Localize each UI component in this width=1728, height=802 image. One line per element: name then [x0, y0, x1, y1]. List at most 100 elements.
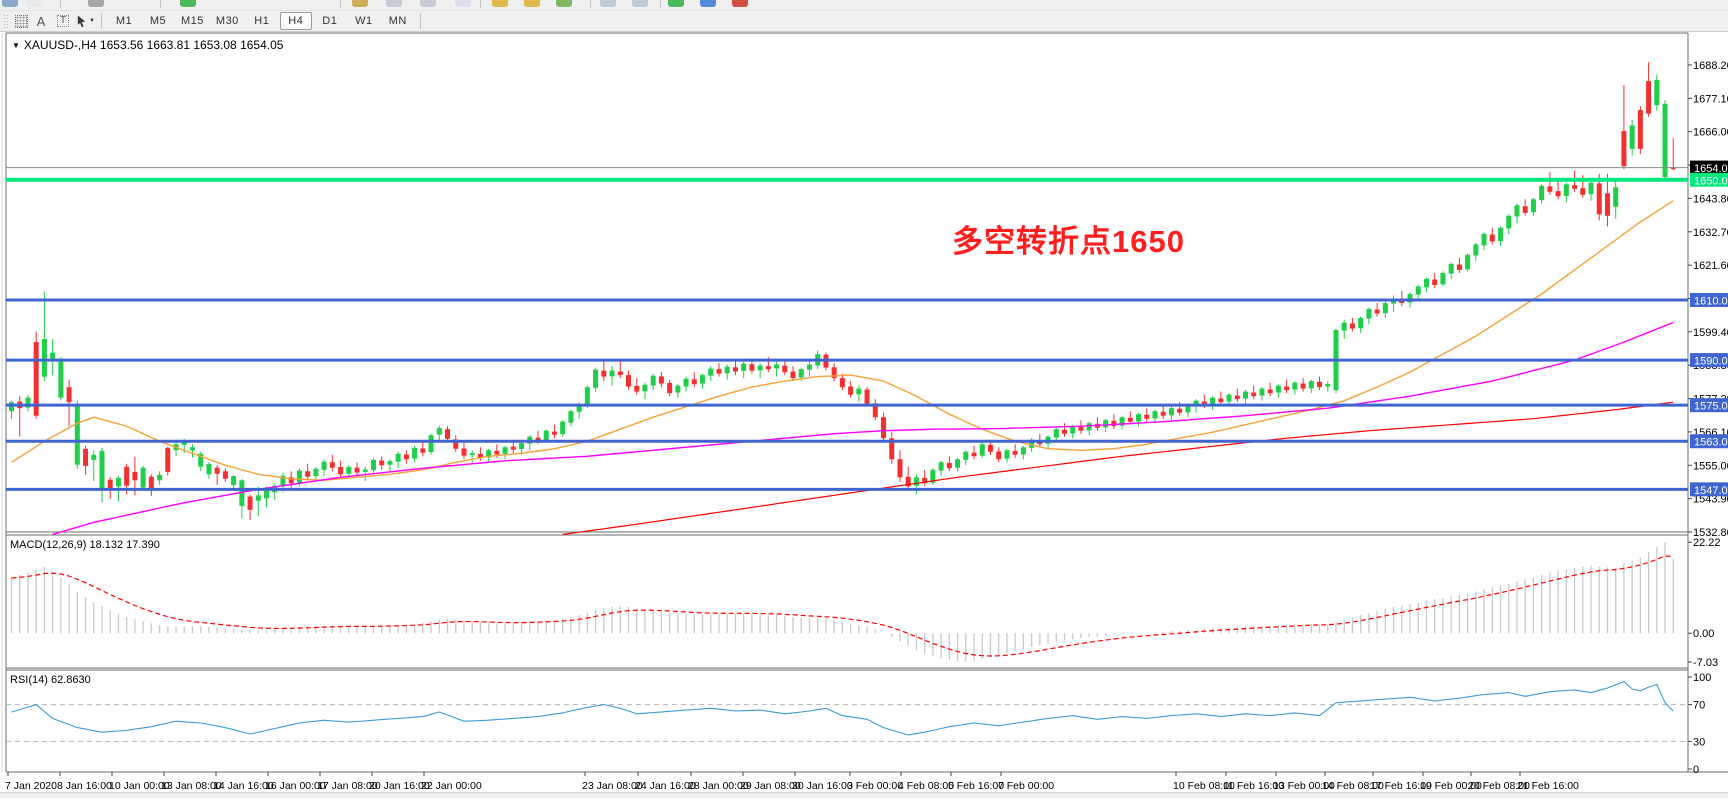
toolbar-icon[interactable] — [352, 0, 368, 7]
chart-svg[interactable]: 1532.801543.901555.001566.101577.201588.… — [0, 32, 1728, 797]
toolbar-separator — [590, 0, 591, 8]
svg-text:28 Jan 00:00: 28 Jan 00:00 — [688, 780, 749, 792]
svg-text:0.00: 0.00 — [1693, 628, 1714, 640]
svg-text:1643.80: 1643.80 — [1693, 193, 1728, 205]
svg-text:30: 30 — [1693, 736, 1705, 748]
svg-text:1621.60: 1621.60 — [1693, 260, 1728, 272]
toolbar-separator — [480, 0, 481, 8]
toolbar-icon[interactable] — [180, 0, 196, 7]
toolbar-icon[interactable] — [524, 0, 540, 7]
svg-text:5 Feb 16:00: 5 Feb 16:00 — [948, 780, 1004, 792]
svg-text:17 Feb 16:00: 17 Feb 16:00 — [1370, 780, 1432, 792]
cursor-arrow-icon[interactable]: ▼ — [75, 13, 95, 29]
toolbar-icon[interactable] — [26, 0, 42, 7]
tf-button-M30[interactable]: M30 — [215, 15, 239, 27]
tf-button-M5[interactable]: M5 — [149, 15, 167, 27]
svg-text:70: 70 — [1693, 700, 1705, 712]
chart-dropdown-icon[interactable]: ▼ — [12, 41, 20, 50]
svg-text:1543.90: 1543.90 — [1693, 494, 1728, 506]
svg-text:-7.03: -7.03 — [1693, 657, 1718, 669]
macd-indicator-label: MACD(12,26,9) 18.132 17.390 — [10, 539, 160, 551]
toolbar-separator — [60, 0, 61, 8]
toolbar-icon[interactable] — [492, 0, 508, 7]
svg-text:24 Jan 16:00: 24 Jan 16:00 — [635, 780, 696, 792]
toolbar-separator — [160, 0, 161, 8]
crosshair-grid-icon[interactable] — [13, 13, 29, 29]
svg-text:11 Feb 16:00: 11 Feb 16:00 — [1223, 780, 1284, 792]
svg-text:20 Jan 16:00: 20 Jan 16:00 — [369, 780, 430, 792]
svg-text:30 Jan 16:00: 30 Jan 16:00 — [792, 780, 853, 792]
timeframe-button-group: M1 M5 M15 M30 H1 H4 D1 W1 MN — [107, 12, 415, 30]
tf-button-H4[interactable]: H4 — [279, 12, 312, 30]
svg-text:1677.10: 1677.10 — [1693, 93, 1728, 105]
text-label-icon[interactable]: T — [53, 13, 73, 29]
svg-text:22 Jan 00:00: 22 Jan 00:00 — [421, 780, 482, 792]
chart-text-annotation[interactable]: 多空转折点1650 — [952, 224, 1185, 259]
toolbar-icon[interactable] — [700, 0, 716, 7]
text-annotation-icon[interactable]: A — [36, 13, 46, 29]
toolbar-separator — [340, 0, 341, 8]
status-bar-edge — [0, 792, 1728, 798]
svg-text:29 Jan 08:00: 29 Jan 08:00 — [740, 780, 801, 792]
chart-title-text: XAUUSD-,H4 1653.56 1663.81 1653.08 1654.… — [23, 38, 284, 52]
tf-button-M1[interactable]: M1 — [115, 15, 133, 27]
tf-button-W1[interactable]: W1 — [355, 15, 373, 27]
toolbar-icon[interactable] — [455, 0, 471, 7]
svg-text:1563.00: 1563.00 — [1694, 437, 1728, 449]
toolbar-icon[interactable] — [632, 0, 648, 7]
toolbar-icon[interactable] — [88, 0, 104, 7]
svg-text:7 Feb 00:00: 7 Feb 00:00 — [998, 780, 1054, 792]
tf-button-M15[interactable]: M15 — [181, 15, 204, 27]
svg-text:22.22: 22.22 — [1693, 537, 1721, 549]
svg-text:20 Feb 08:00: 20 Feb 08:00 — [1468, 780, 1530, 792]
svg-text:1532.80: 1532.80 — [1693, 527, 1728, 539]
svg-text:1632.70: 1632.70 — [1693, 227, 1728, 239]
svg-text:14 Feb 08:00: 14 Feb 08:00 — [1322, 780, 1384, 792]
svg-text:1650.00: 1650.00 — [1694, 175, 1728, 187]
chart-window: 1532.801543.901555.001566.101577.201588.… — [0, 32, 1728, 797]
rsi-indicator-label: RSI(14) 62.8630 — [10, 674, 91, 686]
svg-text:10 Feb 08:00: 10 Feb 08:00 — [1173, 780, 1235, 792]
svg-text:17 Jan 08:00: 17 Jan 08:00 — [317, 780, 378, 792]
svg-text:1610.00: 1610.00 — [1694, 295, 1728, 307]
svg-text:8 Jan 16:00: 8 Jan 16:00 — [57, 780, 112, 792]
svg-text:3 Feb 00:00: 3 Feb 00:00 — [847, 780, 903, 792]
svg-text:21 Feb 16:00: 21 Feb 16:00 — [1517, 780, 1579, 792]
toolbar-separator — [419, 13, 421, 29]
svg-text:1590.00: 1590.00 — [1694, 356, 1728, 368]
svg-text:4 Feb 08:00: 4 Feb 08:00 — [898, 780, 954, 792]
toolbar-icon[interactable] — [386, 0, 402, 7]
tf-button-MN[interactable]: MN — [388, 15, 407, 27]
tf-button-H1[interactable]: H1 — [254, 15, 270, 27]
svg-text:1666.00: 1666.00 — [1693, 127, 1728, 139]
svg-text:13 Feb 00:00: 13 Feb 00:00 — [1273, 780, 1335, 792]
svg-text:100: 100 — [1693, 672, 1711, 684]
chart-canvas[interactable]: 1532.801543.901555.001566.101577.201588.… — [0, 32, 1728, 797]
svg-text:23 Jan 08:00: 23 Jan 08:00 — [582, 780, 643, 792]
toolbar-icon[interactable] — [668, 0, 684, 7]
svg-text:0: 0 — [1693, 764, 1699, 776]
toolbar-separator — [101, 13, 102, 29]
toolbar-icon[interactable] — [2, 0, 18, 7]
tf-button-D1[interactable]: D1 — [322, 15, 338, 27]
svg-text:14 Jan 16:00: 14 Jan 16:00 — [213, 780, 274, 792]
chevron-down-icon: ▼ — [89, 18, 95, 24]
svg-text:1547.00: 1547.00 — [1694, 485, 1728, 497]
svg-text:1599.40: 1599.40 — [1693, 327, 1728, 339]
svg-text:16 Jan 00:00: 16 Jan 00:00 — [265, 780, 326, 792]
toolbar-icon[interactable] — [420, 0, 436, 7]
svg-text:7 Jan 2020: 7 Jan 2020 — [5, 780, 57, 792]
toolbar-chart-tools-row: A T ▼ M1 M5 M15 M30 H1 H4 D1 W1 MN — [0, 11, 1728, 32]
svg-text:13 Jan 08:00: 13 Jan 08:00 — [161, 780, 222, 792]
svg-text:1654.05: 1654.05 — [1694, 163, 1728, 175]
svg-text:1555.00: 1555.00 — [1693, 460, 1728, 472]
toolbar-main-icons-row[interactable] — [0, 0, 1728, 11]
toolbar-icon[interactable] — [732, 0, 748, 7]
toolbar-icon[interactable] — [556, 0, 572, 7]
svg-text:10 Jan 00:00: 10 Jan 00:00 — [109, 780, 170, 792]
svg-text:1575.00: 1575.00 — [1694, 401, 1728, 413]
toolbar-grip[interactable] — [3, 14, 8, 28]
toolbar-icon[interactable] — [600, 0, 616, 7]
svg-text:19 Feb 00:00: 19 Feb 00:00 — [1420, 780, 1482, 792]
